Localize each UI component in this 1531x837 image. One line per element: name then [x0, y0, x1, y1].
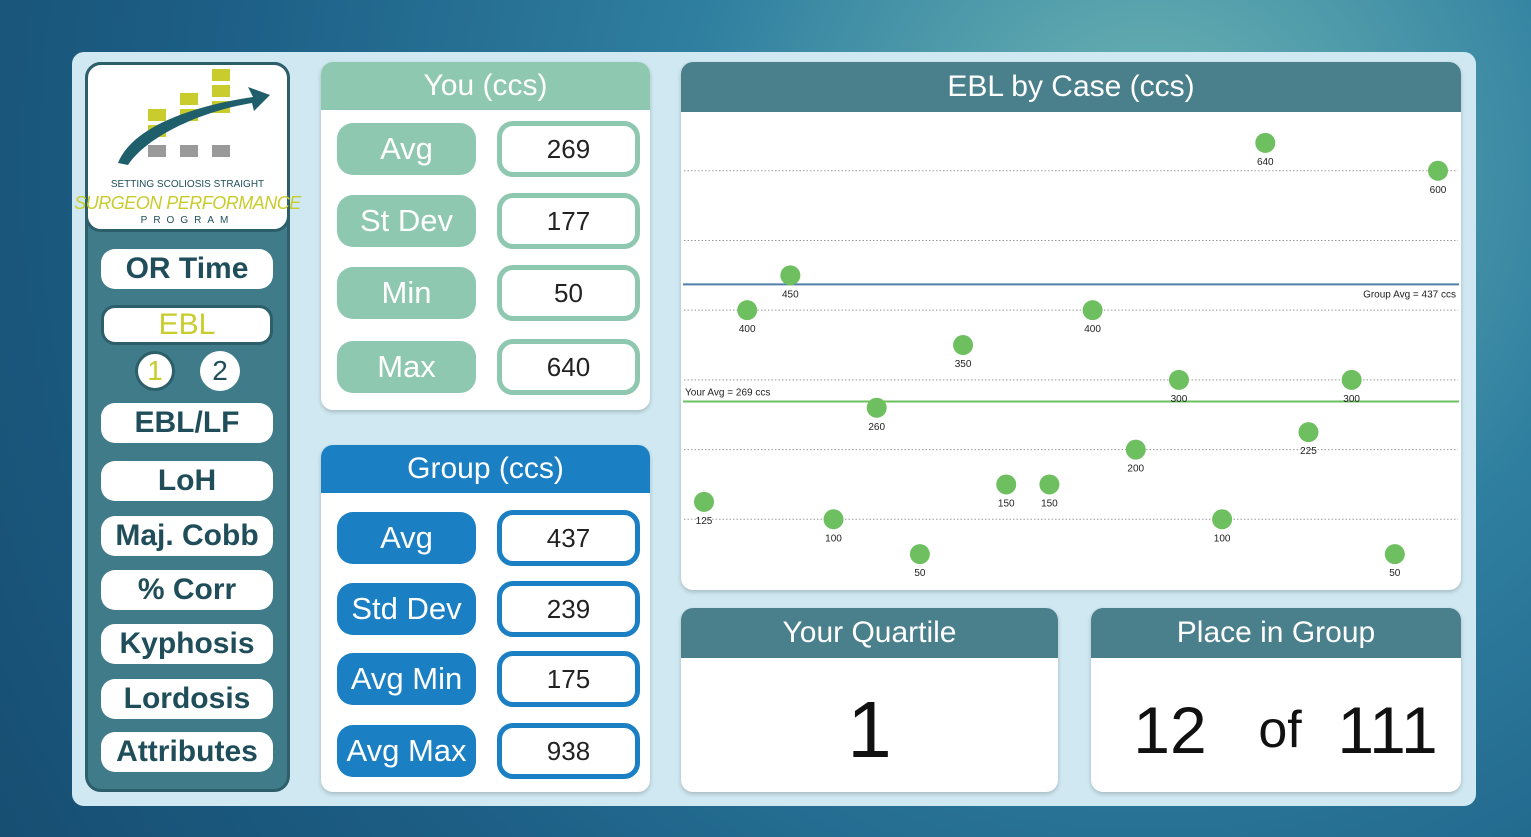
nav-button[interactable]: LoH — [101, 461, 273, 501]
data-point — [866, 397, 887, 418]
data-label: 300 — [1171, 394, 1188, 405]
nav-button[interactable]: % Corr — [101, 570, 273, 610]
group-stat-value: 239 — [497, 581, 640, 637]
data-label: 200 — [1127, 464, 1144, 475]
logo-box: SETTING SCOLIOSIS STRAIGHT SURGEON PERFO… — [74, 62, 301, 232]
logo-title: SURGEON PERFORMANCE — [74, 193, 301, 213]
you-stat-label: Max — [337, 341, 476, 393]
data-label: 400 — [1084, 324, 1101, 335]
chart: Group Avg = 437 ccs Your Avg = 269 ccs 125… — [683, 132, 1459, 579]
you-stat-value: 640 — [497, 339, 640, 395]
data-point — [1298, 422, 1319, 443]
nav-button[interactable]: EBL — [101, 305, 273, 345]
data-label: 225 — [1300, 446, 1317, 457]
logo-tagline: SETTING SCOLIOSIS STRAIGHT — [110, 179, 265, 190]
data-point — [1082, 300, 1103, 321]
data-point — [1212, 509, 1233, 530]
group-stat-value: 938 — [497, 723, 640, 779]
data-label: 150 — [998, 498, 1015, 509]
data-point — [694, 491, 714, 512]
you-header: You (ccs) — [321, 62, 650, 110]
data-label: 50 — [1389, 568, 1401, 579]
data-point — [1168, 369, 1189, 390]
place-total: 111 — [1337, 693, 1438, 767]
group-stat-label: Avg Max — [337, 725, 476, 777]
data-label: 100 — [825, 533, 842, 544]
data-point — [1039, 474, 1060, 495]
data-point — [909, 544, 930, 565]
logo-graphic — [118, 69, 270, 165]
nav-button[interactable]: Maj. Cobb — [101, 516, 273, 556]
nav-button[interactable]: Kyphosis — [101, 624, 273, 664]
reference-label: Group Avg = 437 ccs — [1363, 289, 1456, 300]
group-stat-value: 175 — [497, 651, 640, 707]
place-header: Place in Group — [1091, 608, 1461, 658]
nav-button[interactable]: OR Time — [101, 249, 273, 289]
data-point — [823, 509, 844, 530]
data-label: 600 — [1430, 185, 1447, 196]
reference-label: Your Avg = 269 ccs — [685, 387, 770, 398]
data-point — [780, 265, 801, 286]
you-stat-label: Min — [337, 267, 476, 319]
data-label: 640 — [1257, 157, 1274, 168]
subnav-button[interactable]: 2 — [200, 351, 240, 391]
subnav-button[interactable]: 1 — [135, 351, 175, 391]
place-rank: 12 — [1133, 693, 1207, 767]
you-stat-value: 177 — [497, 193, 640, 249]
group-stat-label: Avg Min — [337, 653, 476, 705]
group-header: Group (ccs) — [321, 445, 650, 493]
data-point — [1125, 439, 1146, 460]
data-label: 150 — [1041, 498, 1058, 509]
you-stat-value: 50 — [497, 265, 640, 321]
nav-button[interactable]: Attributes — [101, 732, 273, 772]
you-stat-label: Avg — [337, 123, 476, 175]
data-point — [1255, 132, 1276, 153]
group-stat-label: Std Dev — [337, 583, 476, 635]
data-point — [1384, 544, 1405, 565]
chart-panel — [681, 62, 1461, 590]
data-label: 450 — [782, 289, 799, 300]
group-stat-label: Avg — [337, 512, 476, 564]
nav-button[interactable]: EBL/LF — [101, 403, 273, 443]
logo-subtitle: PROGRAM — [140, 215, 235, 226]
data-label: 300 — [1343, 394, 1360, 405]
nav-button[interactable]: Lordosis — [101, 679, 273, 719]
data-label: 350 — [955, 359, 972, 370]
data-label: 260 — [868, 422, 885, 433]
data-label: 125 — [696, 516, 713, 527]
data-point — [996, 474, 1017, 495]
data-label: 100 — [1214, 533, 1231, 544]
data-label: 50 — [914, 568, 926, 579]
you-stat-label: St Dev — [337, 195, 476, 247]
data-point — [953, 335, 974, 356]
data-point — [1341, 369, 1362, 390]
you-stat-value: 269 — [497, 121, 640, 177]
quartile-header: Your Quartile — [681, 608, 1058, 658]
quartile-value: 1 — [847, 685, 892, 774]
data-point — [737, 300, 758, 321]
data-point — [1428, 160, 1448, 181]
data-label: 400 — [739, 324, 756, 335]
group-stat-value: 437 — [497, 510, 640, 566]
chart-header: EBL by Case (ccs) — [681, 62, 1461, 112]
place-of: of — [1258, 701, 1302, 759]
